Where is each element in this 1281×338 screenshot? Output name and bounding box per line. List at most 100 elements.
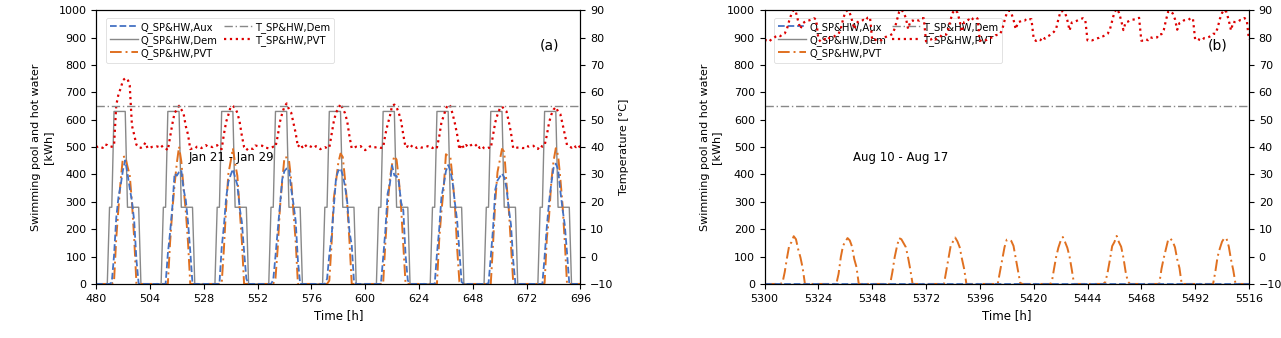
T_SP&HW,Dem xyxy=(225,104,241,108)
Q_SP&HW,Dem xyxy=(234,205,250,209)
Q_SP&HW,Aux xyxy=(1158,282,1173,286)
Q_SP&HW,PVT xyxy=(237,282,252,286)
T_SP&HW,PVT xyxy=(573,146,588,150)
Q_SP&HW,Aux xyxy=(901,282,916,286)
T_SP&HW,Dem xyxy=(196,104,211,108)
Q_SP&HW,PVT xyxy=(172,145,187,149)
Q_SP&HW,Dem xyxy=(256,282,272,286)
Q_SP&HW,PVT xyxy=(894,237,910,241)
Line: T_SP&HW,PVT: T_SP&HW,PVT xyxy=(765,9,1249,42)
Q_SP&HW,PVT xyxy=(903,268,918,272)
Q_SP&HW,Aux xyxy=(199,282,214,286)
T_SP&HW,Dem xyxy=(901,104,916,108)
T_SP&HW,PVT xyxy=(201,145,216,149)
T_SP&HW,PVT xyxy=(118,76,133,80)
T_SP&HW,PVT xyxy=(895,11,911,15)
Line: Q_SP&HW,Dem: Q_SP&HW,Dem xyxy=(96,112,580,284)
Q_SP&HW,PVT xyxy=(1161,237,1176,241)
T_SP&HW,Dem xyxy=(234,104,250,108)
Y-axis label: Swimming pool and hot water
[kWh]: Swimming pool and hot water [kWh] xyxy=(31,63,53,231)
Q_SP&HW,Aux xyxy=(88,282,104,286)
Q_SP&HW,PVT xyxy=(228,161,243,165)
X-axis label: Time [h]: Time [h] xyxy=(983,309,1031,322)
Y-axis label: Temperature [°C]: Temperature [°C] xyxy=(619,99,629,195)
T_SP&HW,Dem xyxy=(232,104,247,108)
T_SP&HW,PVT xyxy=(867,38,883,42)
Q_SP&HW,Aux xyxy=(492,175,507,179)
Q_SP&HW,Aux xyxy=(894,282,910,286)
T_SP&HW,PVT xyxy=(904,19,920,23)
Q_SP&HW,Dem xyxy=(1158,282,1173,286)
Q_SP&HW,Dem xyxy=(894,282,910,286)
Q_SP&HW,Dem xyxy=(757,282,772,286)
Q_SP&HW,Dem xyxy=(106,110,122,114)
T_SP&HW,PVT xyxy=(1241,38,1257,42)
X-axis label: Time [h]: Time [h] xyxy=(314,309,363,322)
T_SP&HW,Dem xyxy=(1241,104,1257,108)
T_SP&HW,PVT xyxy=(757,38,772,42)
Q_SP&HW,PVT xyxy=(1241,282,1257,286)
Q_SP&HW,Dem xyxy=(492,110,507,114)
T_SP&HW,PVT xyxy=(925,36,940,40)
Q_SP&HW,Dem xyxy=(903,282,918,286)
T_SP&HW,Dem xyxy=(573,104,588,108)
T_SP&HW,PVT xyxy=(237,145,252,149)
T_SP&HW,Dem xyxy=(894,104,910,108)
Line: Q_SP&HW,PVT: Q_SP&HW,PVT xyxy=(765,236,1249,284)
Q_SP&HW,Aux xyxy=(573,282,588,286)
Q_SP&HW,PVT xyxy=(234,239,250,243)
T_SP&HW,PVT xyxy=(903,19,918,23)
Q_SP&HW,Dem xyxy=(88,282,104,286)
Q_SP&HW,Aux xyxy=(234,220,250,224)
Q_SP&HW,Aux xyxy=(256,282,272,286)
T_SP&HW,Dem xyxy=(88,104,104,108)
Q_SP&HW,PVT xyxy=(199,282,214,286)
Q_SP&HW,PVT xyxy=(901,256,916,260)
Line: T_SP&HW,PVT: T_SP&HW,PVT xyxy=(96,78,580,150)
T_SP&HW,PVT xyxy=(229,111,245,115)
T_SP&HW,PVT xyxy=(1109,7,1125,11)
T_SP&HW,Dem xyxy=(903,104,918,108)
Q_SP&HW,Dem xyxy=(1241,282,1257,286)
Q_SP&HW,Dem xyxy=(901,282,916,286)
Q_SP&HW,Dem xyxy=(573,282,588,286)
Text: Jan 21 - Jan 29: Jan 21 - Jan 29 xyxy=(188,151,274,165)
Q_SP&HW,Dem xyxy=(922,282,938,286)
T_SP&HW,PVT xyxy=(1163,9,1179,13)
Q_SP&HW,Aux xyxy=(237,249,252,254)
Q_SP&HW,PVT xyxy=(256,282,272,286)
Q_SP&HW,Dem xyxy=(865,282,880,286)
T_SP&HW,PVT xyxy=(238,148,254,152)
T_SP&HW,Dem xyxy=(922,104,938,108)
Q_SP&HW,PVT xyxy=(922,282,938,286)
T_SP&HW,Dem xyxy=(757,104,772,108)
Line: Q_SP&HW,Aux: Q_SP&HW,Aux xyxy=(96,160,580,284)
Text: Aug 10 - Aug 17: Aug 10 - Aug 17 xyxy=(853,151,948,165)
T_SP&HW,PVT xyxy=(259,146,274,150)
Y-axis label: Swimming pool and hot water
[kWh]: Swimming pool and hot water [kWh] xyxy=(699,63,721,231)
Q_SP&HW,Aux xyxy=(903,282,918,286)
T_SP&HW,PVT xyxy=(88,145,104,149)
T_SP&HW,Dem xyxy=(255,104,270,108)
Line: Q_SP&HW,PVT: Q_SP&HW,PVT xyxy=(96,147,580,284)
T_SP&HW,PVT xyxy=(494,104,510,108)
Text: (b): (b) xyxy=(1208,39,1227,53)
Q_SP&HW,Aux xyxy=(228,175,243,179)
Q_SP&HW,Aux xyxy=(922,282,938,286)
Q_SP&HW,PVT xyxy=(1109,234,1125,238)
Q_SP&HW,PVT xyxy=(492,159,507,163)
T_SP&HW,Dem xyxy=(1158,104,1173,108)
Q_SP&HW,PVT xyxy=(757,282,772,286)
Q_SP&HW,PVT xyxy=(573,282,588,286)
Q_SP&HW,Aux xyxy=(865,282,880,286)
Q_SP&HW,Aux xyxy=(757,282,772,286)
T_SP&HW,PVT xyxy=(761,40,776,44)
Q_SP&HW,PVT xyxy=(88,282,104,286)
Text: (a): (a) xyxy=(539,39,559,53)
Q_SP&HW,Aux xyxy=(1241,282,1257,286)
Q_SP&HW,Dem xyxy=(228,205,243,209)
T_SP&HW,PVT xyxy=(160,148,175,152)
Q_SP&HW,Dem xyxy=(199,282,214,286)
Q_SP&HW,PVT xyxy=(865,282,880,286)
Legend: Q_SP&HW,Aux, Q_SP&HW,Dem, Q_SP&HW,PVT, T_SP&HW,Dem, T_SP&HW,PVT: Q_SP&HW,Aux, Q_SP&HW,Dem, Q_SP&HW,PVT, T… xyxy=(106,18,334,63)
